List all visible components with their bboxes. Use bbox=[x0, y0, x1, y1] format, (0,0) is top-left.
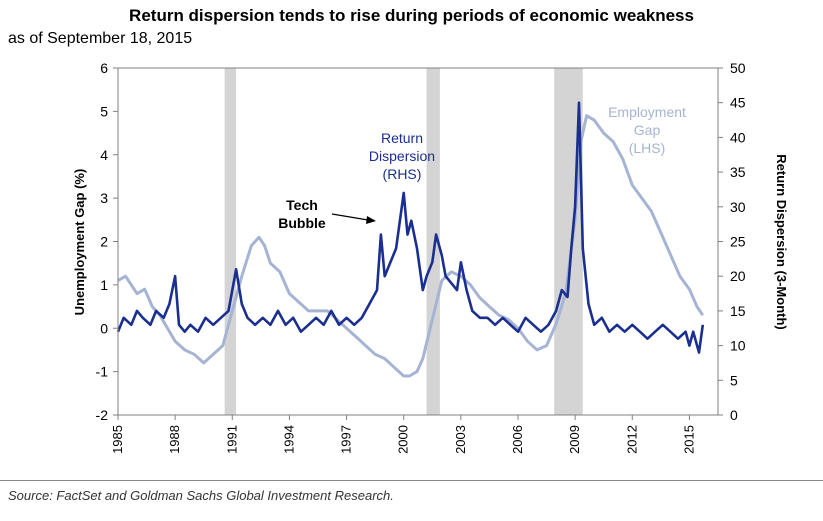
plot-frame bbox=[117, 67, 719, 416]
recession-bands bbox=[224, 68, 583, 415]
y-axis-right-label: Return Dispersion (3-Month) bbox=[774, 154, 789, 330]
annotation-dispersion-line3: (RHS) bbox=[383, 166, 422, 182]
recession-band-0 bbox=[224, 68, 237, 415]
y-right-tick-label: 45 bbox=[730, 95, 746, 111]
chart-source: Source: FactSet and Goldman Sachs Global… bbox=[8, 488, 394, 503]
annotation-employment-line1: Employment bbox=[608, 104, 686, 120]
employment-gap-line bbox=[117, 114, 705, 378]
y-right-tick-label: 25 bbox=[730, 234, 746, 250]
y-right-tick-label: 30 bbox=[730, 199, 746, 215]
y-left-tick-label: 0 bbox=[100, 320, 108, 336]
x-tick-label: 2015 bbox=[681, 425, 696, 454]
x-tick-label: 2009 bbox=[567, 425, 582, 454]
tech-bubble-arrowhead bbox=[366, 216, 376, 224]
x-tick-label: 1988 bbox=[167, 425, 182, 454]
y-right-tick-label: 50 bbox=[730, 60, 746, 76]
tech-bubble-arrow bbox=[331, 213, 369, 221]
x-tick-label: 1985 bbox=[110, 425, 125, 454]
x-tick-label: 1991 bbox=[224, 425, 239, 454]
y-right-tick-label: 40 bbox=[730, 129, 746, 145]
y-right-tick-label: 5 bbox=[730, 372, 738, 388]
x-tick-label: 2012 bbox=[624, 425, 639, 454]
y-left-tick-label: -2 bbox=[96, 407, 109, 423]
annotation-dispersion-line2: Dispersion bbox=[369, 148, 435, 164]
y-left-tick-label: 2 bbox=[100, 234, 108, 250]
y-left-tick-label: 6 bbox=[100, 60, 108, 76]
footer-rule bbox=[0, 480, 823, 481]
y-right-tick-label: 35 bbox=[730, 164, 746, 180]
annotation-dispersion-line1: Return bbox=[381, 130, 423, 146]
y-left-tick-label: 3 bbox=[100, 190, 108, 206]
y-right-tick-label: 20 bbox=[730, 268, 746, 284]
annotation-tech-line1: Tech bbox=[286, 197, 318, 213]
x-tick-label: 1997 bbox=[339, 425, 354, 454]
y-right-tick-label: 15 bbox=[730, 303, 746, 319]
x-tick-label: 2006 bbox=[510, 425, 525, 454]
chart-subtitle: as of September 18, 2015 bbox=[8, 30, 193, 47]
y-right-tick-label: 0 bbox=[730, 407, 738, 423]
annotation-tech-line2: Bubble bbox=[278, 215, 326, 231]
y-left-tick-label: 1 bbox=[100, 277, 108, 293]
y-axis-left-label: Unemployment Gap (%) bbox=[72, 169, 87, 316]
x-tick-label: 2003 bbox=[453, 425, 468, 454]
series-lines bbox=[116, 101, 705, 378]
annotation-employment-line2: Gap bbox=[634, 122, 661, 138]
return-dispersion-line bbox=[116, 101, 705, 354]
y-left-tick-label: 5 bbox=[100, 103, 108, 119]
y-right-tick-label: 10 bbox=[730, 338, 746, 354]
annotations: Return Dispersion (RHS) Employment Gap (… bbox=[278, 104, 686, 231]
y-left-tick-label: 4 bbox=[100, 147, 108, 163]
x-tick-label: 1994 bbox=[281, 425, 296, 454]
chart-title: Return dispersion tends to rise during p… bbox=[129, 6, 694, 25]
x-tick-label: 2000 bbox=[396, 425, 411, 454]
annotation-employment-line3: (LHS) bbox=[629, 140, 666, 156]
y-left-tick-label: -1 bbox=[96, 364, 109, 380]
